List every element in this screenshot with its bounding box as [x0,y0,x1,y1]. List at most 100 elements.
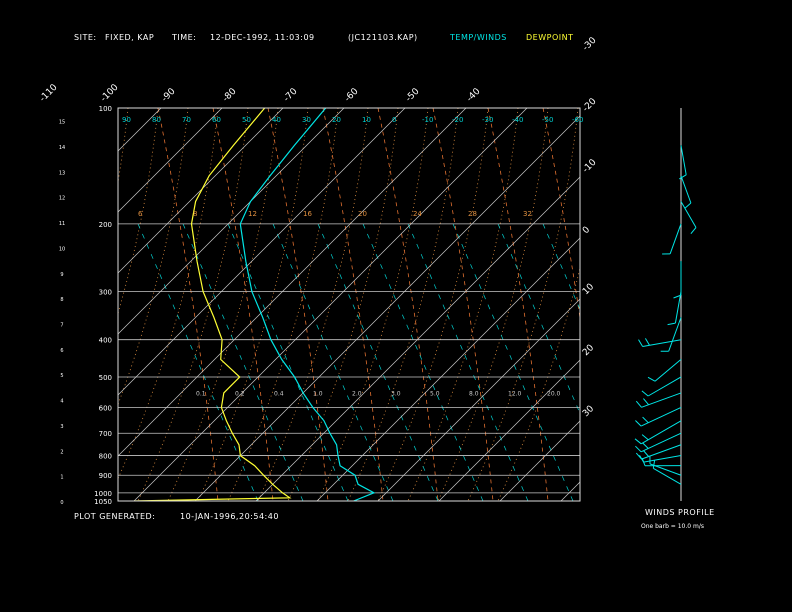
adiabat-label: 80 [152,116,161,124]
moist-adiabat-line [267,108,329,501]
pressure-label: 600 [99,404,112,412]
isotherm-line [438,359,580,501]
mixing-ratio-line [452,223,574,501]
isotherm-top-label: -110 [38,82,60,104]
site-label: SITE: [74,33,97,42]
isotherm-top-label: -60 [343,86,361,104]
isotherm-line [118,108,223,213]
height-km-label: 1 [60,475,63,481]
mixing-ratio-line [542,223,580,311]
adiabat-label: 70 [182,116,191,124]
isotherm-line [118,108,345,335]
wind-barb-flag [667,322,676,326]
pressure-label: 500 [99,374,112,382]
pressure-label: 800 [99,453,112,461]
mixing-ratio-line [182,223,304,501]
isotherm-line [0,108,39,501]
mixing-ratio-line [272,223,394,501]
temperature-profile [239,108,376,501]
dry-adiabat-line [118,108,189,406]
height-km-label: 2 [60,449,63,455]
wind-barb-flag [652,460,656,469]
wind-barb-shaft [654,359,682,382]
mixing-ratio-label: 0.1 [196,390,206,397]
height-km-label: 3 [60,424,63,430]
isotherm-line [194,115,580,501]
isotherm-top-label: -40 [465,86,483,104]
moist-adiabat-label: 6 [138,210,143,218]
mixing-ratio-label: 0.4 [274,390,284,397]
wind-barb-flag [690,227,697,235]
isotherm-right-label: 30 [581,404,596,419]
wind-barb-flag [673,294,682,299]
adiabat-label: -50 [542,116,553,124]
height-km-label: 9 [60,272,63,278]
moist-adiabat-line [432,108,494,501]
dry-adiabat-line [227,108,339,501]
wind-barb-shaft [680,201,697,228]
height-km-label: 15 [59,120,65,126]
pressure-label: 1000 [94,490,112,498]
moist-adiabat-line [487,108,549,501]
dry-adiabat-line [287,108,399,501]
adiabat-label: 90 [122,116,131,124]
isotherm-line [377,298,580,501]
adiabat-label: 40 [272,116,281,124]
dry-adiabat-line [137,108,249,501]
winds-profile-title: WINDS PROFILE [645,508,715,517]
adiabat-label: -40 [512,116,523,124]
barb-scale-note: One barb = 10.0 m/s [641,523,704,530]
isotherm-line [316,237,580,501]
adiabat-label: 30 [302,116,311,124]
isotherm-top-label: -90 [160,86,178,104]
wind-barb-shaft [641,444,682,460]
isotherm-line [118,108,467,457]
wind-barb-shaft [668,317,682,352]
isotherm-right-label: 0 [581,225,592,236]
isotherm-right-label: -30 [581,35,599,53]
wind-barb-shaft [653,467,682,485]
adiabat-label: 50 [242,116,251,124]
height-km-label: 8 [60,297,63,303]
isotherm-line [118,108,162,152]
pressure-label: 100 [99,105,112,113]
pressure-label: 1050 [94,498,112,506]
wind-barb-flag [635,452,642,460]
adiabat-label: -20 [452,116,463,124]
wind-barb-flag [684,202,692,209]
moist-adiabat-label: 8 [193,210,197,218]
dry-adiabat-line [437,108,549,501]
isotherm-line [255,176,580,501]
isotherm-line [133,108,528,501]
pressure-label: 300 [99,289,112,297]
height-km-label: 10 [59,246,65,252]
moist-adiabat-label: 24 [413,210,422,218]
wind-barb-shaft [640,420,682,445]
adiabat-label: -60 [572,116,583,124]
mixing-ratio-label: 0.2 [235,390,245,397]
moist-adiabat-line [377,108,439,501]
wind-barb-flag [634,438,642,445]
adiabat-label: 60 [212,116,221,124]
site-value: FIXED, KAP [105,33,155,42]
wind-barb-flag [643,398,649,406]
isotherm-right-label: -10 [581,157,599,175]
height-km-label: 5 [60,373,63,379]
height-km-label: 14 [59,145,65,151]
time-label: TIME: [172,33,197,42]
isotherm-top-label: -70 [282,86,300,104]
dry-adiabat-line [257,108,369,501]
wind-barb-flag [635,400,642,408]
pressure-label: 700 [99,430,112,438]
wind-barb-flag [647,376,656,382]
wind-barb-flag [642,416,649,424]
height-km-label: 12 [59,196,65,202]
wind-barb-flag [635,445,642,453]
file-id: (JC121103.KAP) [348,33,418,42]
dry-adiabat-line [118,108,129,185]
adiabat-label: 0 [392,116,396,124]
wind-barb-shaft [647,376,682,397]
pressure-label: 900 [99,472,112,480]
time-value: 12-DEC-1992, 11:03:09 [210,33,315,42]
wind-barb-flag [679,174,687,180]
